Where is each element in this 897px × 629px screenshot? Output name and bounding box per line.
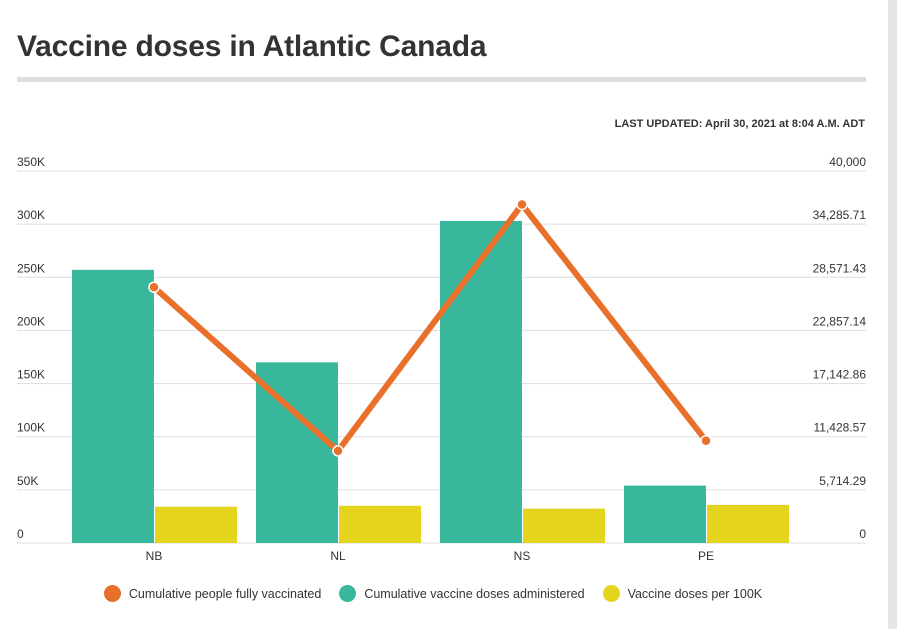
point-fully-vaccinated: [332, 445, 344, 457]
right-axis-tick-label: 28,571.43: [813, 261, 867, 275]
title-divider: [17, 77, 866, 82]
point-fully-vaccinated: [516, 198, 528, 211]
bar-doses-per-100k: [523, 508, 605, 543]
page-title: Vaccine doses in Atlantic Canada: [17, 30, 487, 63]
legend-item-doses-per-100k[interactable]: Vaccine doses per 100K: [602, 585, 763, 602]
left-axis-tick-label: 50K: [17, 474, 38, 488]
line-fully-vaccinated: [151, 201, 709, 454]
right-axis-tick-label: 11,428.57: [814, 421, 867, 435]
right-axis-tick-label: 5,714.29: [819, 474, 866, 488]
bar-doses-per-100k: [339, 505, 421, 543]
point-fully-vaccinated: [700, 434, 712, 447]
chart-legend: Cumulative people fully vaccinated Cumul…: [0, 585, 866, 602]
x-axis-category-label: NL: [330, 549, 346, 563]
legend-label-doses-administered: Cumulative vaccine doses administered: [364, 586, 585, 601]
legend-item-fully-vaccinated[interactable]: Cumulative people fully vaccinated: [103, 585, 322, 602]
vaccine-doses-chart: 350K 300K 250K 200K 150K 100K 50K 0 40,000 34,285…: [17, 155, 867, 563]
bar-doses-administered: [72, 269, 154, 543]
page-scrollbar[interactable]: [888, 0, 897, 629]
x-axis-category-label: NS: [514, 549, 531, 563]
right-axis-tick-label: 0: [859, 527, 866, 541]
left-axis-tick-label: 300K: [17, 208, 45, 222]
x-axis-category-label: PE: [698, 549, 714, 563]
left-axis-tick-label: 0: [17, 527, 24, 541]
left-axis-tick-label: 200K: [17, 314, 45, 328]
left-axis-tick-label: 250K: [17, 261, 45, 275]
right-axis-tick-label: 40,000: [829, 155, 866, 169]
left-axis-tick-label: 350K: [17, 155, 45, 169]
bar-doses-per-100k: [707, 504, 789, 543]
legend-item-doses-administered[interactable]: Cumulative vaccine doses administered: [339, 585, 585, 602]
bar-doses-administered: [440, 220, 522, 543]
left-axis-tick-label: 100K: [17, 421, 45, 435]
right-axis-tick-label: 34,285.71: [813, 208, 867, 222]
legend-label-fully-vaccinated: Cumulative people fully vaccinated: [128, 586, 322, 601]
legend-swatch-doses-per-100k: [602, 585, 620, 602]
x-axis-category-label: NB: [146, 549, 163, 563]
legend-swatch-doses-administered: [339, 585, 357, 602]
left-axis-tick-label: 150K: [17, 368, 45, 382]
bar-doses-administered: [624, 485, 706, 543]
right-axis-tick-label: 22,857.14: [813, 314, 867, 328]
bar-doses-per-100k: [155, 506, 237, 543]
legend-swatch-fully-vaccinated: [103, 585, 121, 602]
last-updated-label: LAST UPDATED: April 30, 2021 at 8:04 A.M…: [614, 118, 865, 130]
right-axis-tick-label: 17,142.86: [813, 368, 867, 382]
legend-label-doses-per-100k: Vaccine doses per 100K: [627, 586, 763, 601]
point-fully-vaccinated: [148, 281, 160, 293]
